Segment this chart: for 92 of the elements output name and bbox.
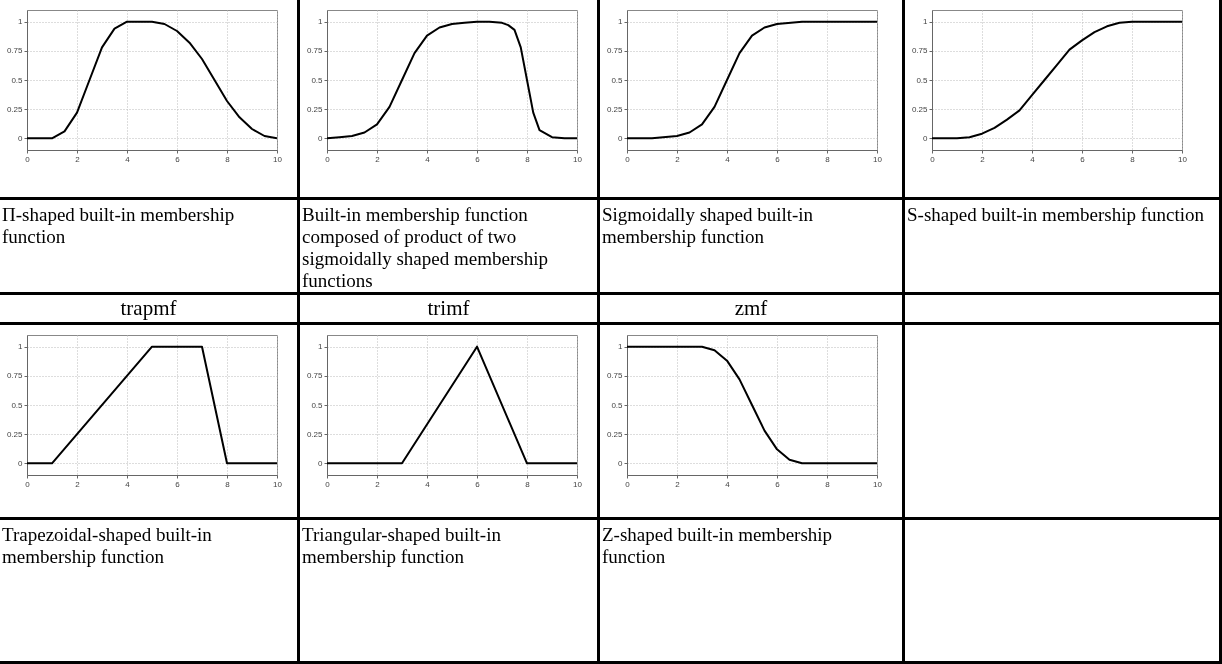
x-tick-label: 8 bbox=[225, 154, 231, 164]
y-tick-label: 0.5 bbox=[311, 75, 324, 85]
y-tick-label: 0.5 bbox=[916, 75, 929, 85]
x-tick-label: 4 bbox=[725, 154, 731, 164]
x-tick-label: 2 bbox=[375, 154, 381, 164]
x-tick-label: 8 bbox=[525, 154, 531, 164]
text: S-shaped built-in membership function bbox=[905, 200, 1222, 295]
x-tick-label: 2 bbox=[980, 154, 986, 164]
y-tick-label: 0.75 bbox=[911, 46, 929, 56]
x-tick-label: 6 bbox=[475, 479, 481, 489]
x-tick-label: 6 bbox=[175, 154, 181, 164]
chart-title: zmf bbox=[600, 295, 905, 325]
x-tick-label: 10 bbox=[573, 479, 583, 489]
x-tick-label: 8 bbox=[1130, 154, 1136, 164]
x-tick-label: 6 bbox=[175, 479, 181, 489]
x-tick-label: 2 bbox=[75, 479, 81, 489]
x-tick-label: 0 bbox=[625, 479, 631, 489]
x-tick-label: 10 bbox=[873, 154, 883, 164]
y-tick-label: 0.25 bbox=[911, 104, 929, 114]
line-series bbox=[27, 20, 277, 140]
y-tick-label: 0.25 bbox=[306, 429, 324, 439]
x-tick-label: 10 bbox=[873, 479, 883, 489]
y-tick-label: 1 bbox=[18, 342, 24, 352]
x-tick-label: 4 bbox=[125, 479, 131, 489]
x-tick-label: 8 bbox=[825, 479, 831, 489]
x-tick-label: 8 bbox=[825, 154, 831, 164]
y-tick-label: 0.25 bbox=[606, 429, 624, 439]
x-tick-label: 0 bbox=[25, 154, 31, 164]
y-tick-label: 0 bbox=[618, 458, 624, 468]
y-tick-label: 1 bbox=[318, 17, 324, 27]
x-tick-label: 0 bbox=[325, 154, 331, 164]
x-tick-label: 10 bbox=[573, 154, 583, 164]
x-tick-label: 4 bbox=[725, 479, 731, 489]
y-tick-label: 0.25 bbox=[306, 104, 324, 114]
line-series bbox=[932, 20, 1182, 140]
y-tick-label: 0 bbox=[318, 133, 324, 143]
x-tick-label: 0 bbox=[25, 479, 31, 489]
y-tick-label: 0.75 bbox=[6, 371, 24, 381]
y-tick-label: 0.5 bbox=[11, 75, 24, 85]
x-tick-label: 4 bbox=[425, 479, 431, 489]
x-tick-label: 2 bbox=[375, 479, 381, 489]
y-tick-label: 0.75 bbox=[606, 371, 624, 381]
y-tick-label: 0.25 bbox=[6, 104, 24, 114]
y-tick-label: 0.75 bbox=[306, 46, 324, 56]
x-tick-label: 4 bbox=[1030, 154, 1036, 164]
y-tick-label: 1 bbox=[618, 342, 624, 352]
x-tick-label: 0 bbox=[325, 479, 331, 489]
line-series bbox=[627, 20, 877, 140]
x-tick-label: 0 bbox=[625, 154, 631, 164]
y-tick-label: 0 bbox=[618, 133, 624, 143]
x-tick-label: 10 bbox=[273, 479, 283, 489]
x-tick-label: 6 bbox=[775, 154, 781, 164]
y-tick-label: 1 bbox=[18, 17, 24, 27]
x-tick-label: 8 bbox=[525, 479, 531, 489]
y-tick-label: 0 bbox=[18, 133, 24, 143]
y-tick-label: 0.25 bbox=[606, 104, 624, 114]
y-tick-label: 1 bbox=[923, 17, 929, 27]
x-tick-label: 6 bbox=[1080, 154, 1086, 164]
x-tick-label: 2 bbox=[75, 154, 81, 164]
line-series bbox=[627, 345, 877, 465]
line-series bbox=[327, 20, 577, 140]
x-tick-label: 4 bbox=[125, 154, 131, 164]
y-tick-label: 0.75 bbox=[306, 371, 324, 381]
chart-title: trapmf bbox=[0, 295, 300, 325]
y-tick-label: 0.25 bbox=[6, 429, 24, 439]
text: Trapezoidal-shaped built-in membership function bbox=[0, 520, 300, 664]
y-tick-label: 0 bbox=[318, 458, 324, 468]
chart-title: trimf bbox=[300, 295, 600, 325]
y-tick-label: 0 bbox=[923, 133, 929, 143]
y-tick-label: 1 bbox=[318, 342, 324, 352]
text: Sigmoidally shaped built-in membership function bbox=[600, 200, 905, 295]
x-tick-label: 10 bbox=[1178, 154, 1188, 164]
x-tick-label: 0 bbox=[930, 154, 936, 164]
x-tick-label: 10 bbox=[273, 154, 283, 164]
text: Triangular-shaped built-in membership function bbox=[300, 520, 600, 664]
x-tick-label: 2 bbox=[675, 154, 681, 164]
y-tick-label: 0.5 bbox=[311, 400, 324, 410]
y-tick-label: 0.5 bbox=[611, 400, 624, 410]
y-tick-label: 0.5 bbox=[11, 400, 24, 410]
y-tick-label: 1 bbox=[618, 17, 624, 27]
x-tick-label: 6 bbox=[775, 479, 781, 489]
y-tick-label: 0.5 bbox=[611, 75, 624, 85]
y-tick-label: 0.75 bbox=[6, 46, 24, 56]
y-tick-label: 0.75 bbox=[606, 46, 624, 56]
x-tick-label: 4 bbox=[425, 154, 431, 164]
text: Π-shaped built-in membership function bbox=[0, 200, 300, 295]
x-tick-label: 8 bbox=[225, 479, 231, 489]
text: Built-in membership function composed of product of two sigmoidally shaped membership functions bbox=[300, 200, 600, 295]
text: Z-shaped built-in membership function bbox=[600, 520, 905, 664]
x-tick-label: 6 bbox=[475, 154, 481, 164]
y-tick-label: 0 bbox=[18, 458, 24, 468]
x-tick-label: 2 bbox=[675, 479, 681, 489]
